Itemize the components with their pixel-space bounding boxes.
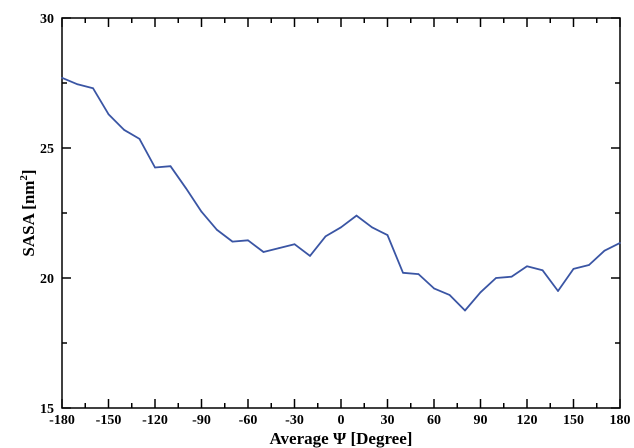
data-point [262,251,265,253]
data-point [216,229,218,231]
sasa-series-points [61,77,621,312]
data-point [572,268,575,270]
x-tick-label: 90 [474,413,488,428]
data-point [619,242,621,244]
x-tick-label: -120 [142,413,168,428]
data-point [169,165,172,167]
y-axis-label-suffix: ] [19,169,38,175]
data-point [309,255,311,257]
x-tick-label: 60 [427,413,441,428]
x-tick-label: 150 [563,413,584,428]
y-tick-label: 15 [40,402,54,417]
data-point [278,247,280,249]
data-point [510,275,513,278]
x-tick-label: -60 [239,413,258,428]
y-tick-label: 25 [40,142,54,157]
plot-frame [61,17,621,409]
data-point [402,272,404,274]
y-tick-label: 20 [40,272,54,287]
data-point [464,309,466,312]
y-axis-label: SASA [nm2] [18,169,38,256]
y-axis-label-superscript: 2 [18,175,30,181]
data-point [76,83,79,86]
data-point [371,226,373,229]
data-point [61,77,63,79]
x-tick-label: 180 [610,413,631,428]
tick-labels: -180 -150 -120 -90 -60 -30 0 30 60 90 120 150 180 15 2… [40,12,631,428]
data-point [433,287,435,290]
data-point [479,291,482,294]
y-axis-label-main: SASA [nm [19,181,38,257]
x-tick-label: -180 [49,413,75,428]
y-tick-label: 30 [40,12,54,27]
data-point [417,273,420,275]
data-point [541,269,544,272]
data-point [324,235,327,238]
data-point [200,210,203,213]
data-point [386,234,389,236]
data-point [247,239,249,242]
x-tick-label: 120 [517,413,538,428]
x-tick-label: 0 [338,413,345,428]
axis-ticks [61,17,621,409]
x-tick-label: 30 [381,413,395,428]
sasa-series-line [61,76,621,312]
data-point [107,113,110,115]
data-point [495,277,497,279]
data-point [448,294,451,296]
x-tick-label: -30 [285,413,304,428]
data-point [92,87,94,89]
data-point [355,214,358,217]
x-tick-label: -90 [192,413,211,428]
data-point [154,166,156,169]
x-tick-label: -150 [96,413,122,428]
data-point [603,249,606,252]
data-point [138,138,141,140]
data-point [340,226,342,229]
data-point [231,240,234,243]
data-point [557,290,559,292]
data-point [123,129,125,131]
data-point [185,187,187,190]
data-point [526,265,528,268]
data-point [588,264,590,266]
data-point [293,243,296,245]
x-axis-label: Average Ψ [Degree] [270,429,413,448]
